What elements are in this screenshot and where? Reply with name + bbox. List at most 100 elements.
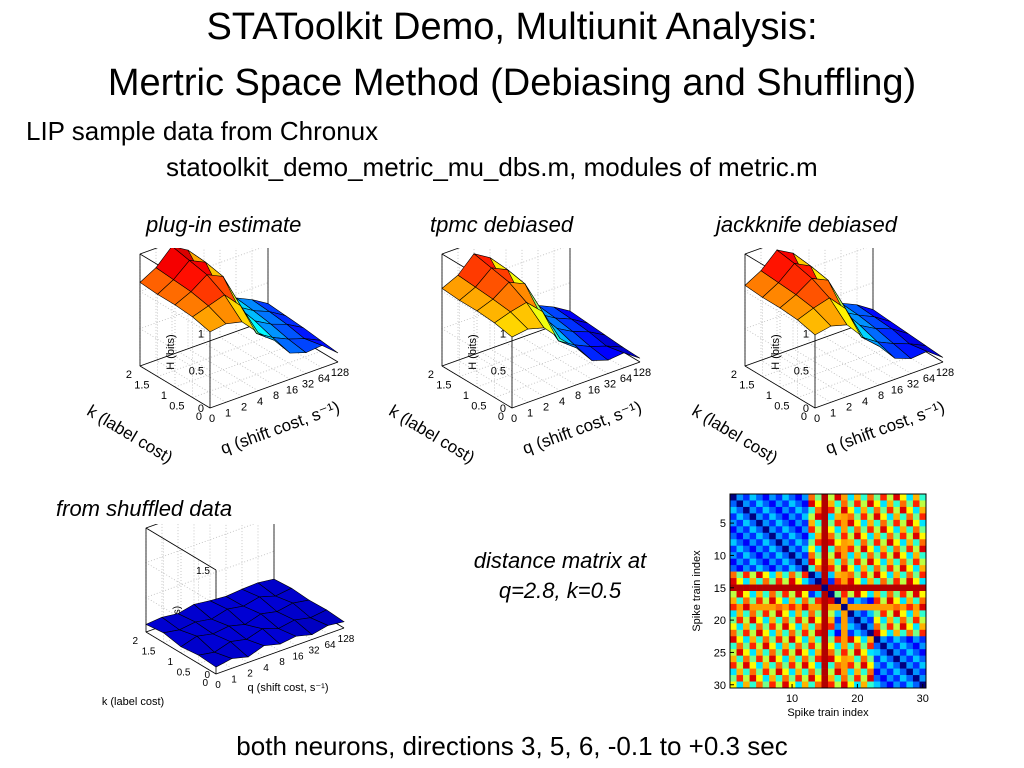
heatmap-cell: [899, 591, 907, 598]
heatmap-cell: [808, 668, 816, 676]
surface-patch: [909, 343, 944, 358]
heatmap-cell: [860, 552, 868, 559]
heatmap-cell: [762, 571, 770, 579]
q-axis-label: q (shift cost, s⁻¹): [248, 682, 329, 694]
heatmap-cell: [886, 597, 894, 605]
heatmap-cell: [841, 591, 848, 598]
heatmap-cell: [919, 500, 927, 508]
heatmap-cell: [736, 603, 744, 611]
heatmap-cell: [886, 649, 894, 656]
k-tick-label: 1: [463, 390, 469, 402]
heatmap-cell: [867, 636, 875, 644]
heatmap-cell: [769, 558, 777, 566]
heatmap-cell: [828, 539, 835, 547]
heatmap-cell: [860, 526, 868, 534]
heatmap-cell: [762, 506, 770, 514]
heatmap-cell: [821, 629, 829, 637]
axis-line: [814, 361, 944, 409]
heatmap-cell: [736, 616, 744, 624]
heatmap-cell: [795, 616, 803, 624]
heatmap-cell: [736, 649, 744, 656]
heatmap-cell: [828, 629, 835, 637]
heatmap-cell: [828, 500, 835, 508]
heatmap-cell: [730, 642, 737, 650]
heatmap-cell: [880, 610, 888, 618]
heatmap-cell: [775, 623, 783, 631]
heatmap-cell: [775, 642, 783, 650]
heatmap-cell: [919, 519, 927, 527]
heatmap-cell: [912, 494, 920, 501]
heatmap-cell: [795, 526, 803, 534]
heatmap-cell: [847, 597, 855, 605]
heatmap-cell: [841, 539, 848, 547]
heatmap-cell: [912, 591, 920, 598]
heatmap-cell: [828, 565, 835, 572]
heatmap-cell: [919, 565, 927, 572]
heatmap-cell: [893, 558, 901, 566]
heatmap-cell: [782, 519, 790, 527]
heatmap-cell: [762, 636, 770, 644]
heatmap-cell: [841, 662, 848, 669]
heatmap-cell: [795, 506, 803, 514]
heatmap-cell: [801, 539, 809, 547]
heatmap-cell: [756, 629, 763, 637]
heatmap-cell: [880, 500, 888, 508]
k-tick-label: 2: [126, 369, 132, 381]
heatmap-cell: [867, 571, 875, 579]
heatmap-cell: [756, 642, 763, 650]
heatmap-cell: [775, 539, 783, 547]
heatmap-cell: [886, 532, 894, 540]
heatmap-cell: [801, 668, 809, 676]
heatmap-cell: [899, 681, 907, 689]
heatmap-cell: [743, 662, 750, 669]
heatmap-cell: [808, 655, 816, 663]
q-tick-label: 0: [511, 413, 517, 425]
heatmap-cell: [743, 506, 750, 514]
heatmap-cell: [782, 649, 790, 656]
heatmap-cell: [873, 675, 881, 682]
heatmap-cell: [912, 681, 920, 689]
heatmap-cell: [801, 513, 809, 521]
heatmap-cell: [906, 558, 914, 566]
heatmap-cell: [769, 532, 777, 540]
heatmap-cell: [854, 500, 861, 508]
axis-line: [145, 527, 217, 571]
heatmap-cell: [821, 513, 829, 521]
heatmap-cell: [782, 539, 790, 547]
heatmap-cell: [788, 565, 796, 572]
heatmap-cell: [828, 578, 835, 585]
heatmap-cell: [880, 558, 888, 566]
heatmap-cell: [912, 675, 920, 682]
heatmap-cell: [860, 519, 868, 527]
heatmap-cell: [873, 584, 881, 592]
heatmap-cell: [775, 494, 783, 501]
heatmap-cell: [769, 675, 777, 682]
heatmap-cell: [736, 610, 744, 618]
heatmap-cell: [821, 681, 829, 689]
heatmap-cell: [886, 565, 894, 572]
heatmap-cell: [756, 681, 763, 689]
heatmap-cell: [860, 578, 868, 585]
heatmap-cell: [828, 513, 835, 521]
z-tick-label: 0: [198, 403, 204, 415]
heatmap-cell: [749, 494, 757, 501]
heatmap-cell: [743, 526, 750, 534]
heatmap-cell: [880, 494, 888, 501]
heatmap-cell: [906, 591, 914, 598]
heatmap-cell: [756, 675, 763, 682]
x-tick-label: 10: [786, 693, 798, 705]
heatmap-cell: [762, 545, 770, 553]
heatmap-cell: [795, 532, 803, 540]
y-tick-label: 25: [714, 647, 726, 659]
heatmap-cell: [867, 558, 875, 566]
heatmap-cell: [788, 545, 796, 553]
heatmap-cell: [880, 629, 888, 637]
heatmap-cell: [814, 603, 822, 611]
heatmap-cell: [860, 662, 868, 669]
heatmap-cell: [841, 552, 848, 559]
heatmap-cell: [749, 526, 757, 534]
heatmap-cell: [808, 597, 816, 605]
heatmap-cell: [749, 513, 757, 521]
heatmap-cell: [730, 506, 737, 514]
heatmap-cell: [880, 584, 888, 592]
